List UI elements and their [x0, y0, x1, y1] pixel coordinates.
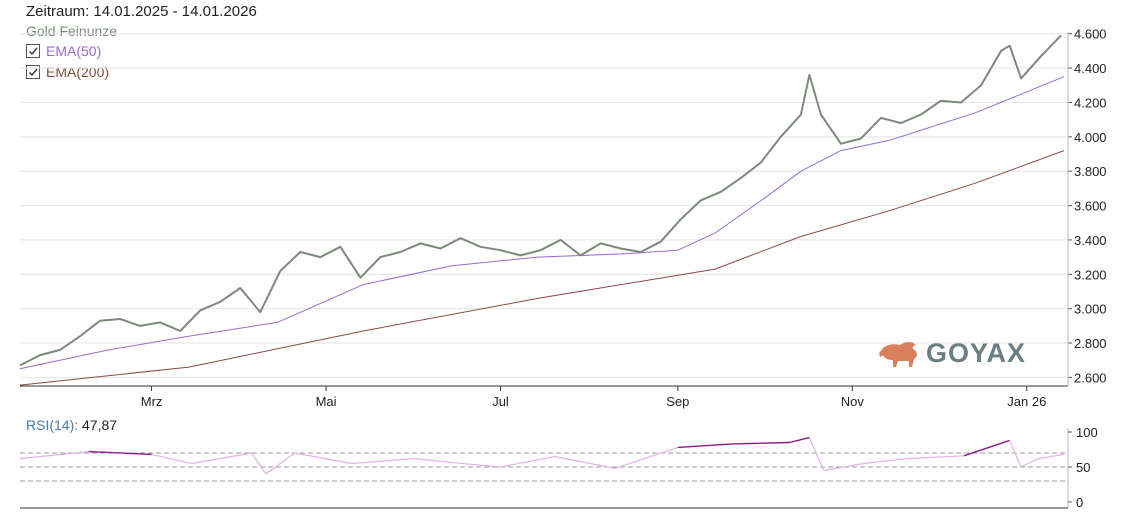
rsi-segment — [1009, 440, 1022, 468]
y-tick-label: 2.800 — [1074, 336, 1107, 351]
rsi-tick-label: 0 — [1076, 495, 1083, 510]
rsi-segment — [251, 452, 267, 475]
ema50-checkbox[interactable] — [26, 44, 40, 58]
rsi-segment — [963, 439, 1010, 457]
rsi-panel: 100 50 0 — [19, 425, 1098, 510]
legend-gold-label: Gold Feinunze — [26, 23, 118, 39]
legend-gold: Gold Feinunze — [26, 23, 117, 39]
rsi-segment — [1038, 453, 1065, 460]
legend-ema50[interactable]: EMA(50) — [26, 43, 101, 59]
rsi-segment — [351, 458, 415, 465]
x-tick-label: Nov — [841, 394, 865, 409]
x-axis-ticks: Mrz Mai Jul Sep Nov Jan 26 — [141, 386, 1046, 409]
ema50-line — [19, 76, 1065, 370]
period-label: Zeitraum: — [26, 3, 90, 20]
rsi-segment — [677, 443, 733, 449]
y-tick-label: 3.000 — [1074, 302, 1107, 317]
rsi-value: 47,87 — [82, 417, 118, 433]
price-y-ticks: 2.600 2.800 3.000 3.200 3.400 3.600 3.800 4.000… — [1068, 27, 1107, 385]
y-tick-label: 4.200 — [1074, 95, 1107, 110]
rsi-name: RSI(14): — [26, 417, 79, 433]
bull-icon — [879, 341, 917, 367]
gold-price-line — [19, 34, 1062, 367]
period-title: Zeitraum: 14.01.2025 - 14.01.2026 — [26, 3, 261, 20]
rsi-segment — [294, 452, 352, 465]
price-grid — [20, 33, 1068, 378]
rsi-tick-label: 100 — [1076, 425, 1098, 440]
checkmark-icon — [29, 68, 38, 77]
price-series — [19, 34, 1065, 386]
rsi-segment — [732, 441, 790, 445]
rsi-segment — [151, 453, 192, 465]
rsi-segment — [789, 436, 810, 444]
y-tick-label: 3.800 — [1074, 164, 1107, 179]
rsi-label: RSI(14): 47,87 — [26, 417, 117, 433]
checkmark-icon — [29, 47, 38, 56]
x-tick-label: Jul — [492, 394, 509, 409]
y-tick-label: 4.000 — [1074, 130, 1107, 145]
rsi-segment — [414, 458, 455, 464]
rsi-segment — [808, 437, 825, 471]
y-tick-label: 3.400 — [1074, 233, 1107, 248]
rsi-tick-label: 50 — [1076, 460, 1090, 475]
ema200-line — [19, 150, 1065, 386]
rsi-segment — [19, 451, 89, 460]
x-tick-label: Jan 26 — [1007, 394, 1046, 409]
goyax-logo: GOYAX — [878, 338, 1026, 369]
rsi-segment — [500, 455, 555, 468]
legend-ema50-label: EMA(50) — [46, 43, 102, 59]
y-tick-label: 3.200 — [1074, 267, 1107, 282]
x-tick-label: Mrz — [141, 394, 163, 409]
rsi-segment — [454, 462, 501, 468]
x-tick-label: Mai — [316, 394, 337, 409]
period-value: 14.01.2025 - 14.01.2026 — [93, 3, 257, 20]
logo-text: GOYAX — [926, 338, 1027, 368]
rsi-segment — [88, 450, 152, 456]
rsi-segment — [823, 462, 864, 472]
rsi-segment — [191, 452, 252, 465]
y-tick-label: 4.600 — [1074, 27, 1107, 42]
y-tick-label: 4.400 — [1074, 61, 1107, 76]
y-tick-label: 3.600 — [1074, 199, 1107, 214]
rsi-segment — [614, 446, 679, 469]
y-tick-label: 2.600 — [1074, 370, 1107, 385]
x-tick-label: Sep — [666, 394, 689, 409]
rsi-segment — [863, 458, 907, 465]
rsi-segment — [554, 455, 616, 469]
rsi-segment — [906, 455, 964, 460]
rsi-segment — [265, 452, 295, 475]
rsi-segment — [1020, 458, 1039, 468]
